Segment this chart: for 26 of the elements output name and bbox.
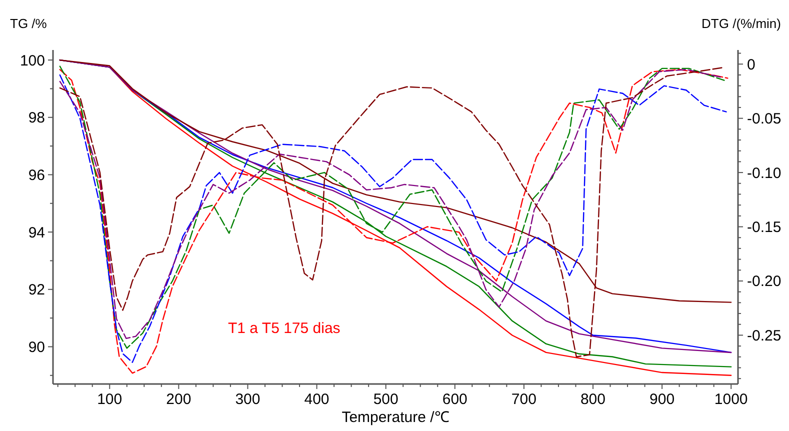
y2-tick-label: -0.05 [747, 110, 782, 128]
annotation: T1 a T5 175 dias [228, 320, 340, 337]
x-tick-label: 200 [166, 391, 192, 408]
y2-tick-label: -0.10 [747, 164, 782, 182]
x-axis-title: Temperature /℃ [342, 409, 450, 426]
y-tick-label: 96 [28, 166, 45, 184]
y2-axis-title: DTG /(%/min) [702, 16, 781, 31]
y-tick-label: 92 [28, 282, 45, 299]
x-tick-label: 500 [373, 391, 398, 408]
y2-tick-label: -0.20 [747, 273, 782, 290]
x-tick-label: 1000 [714, 391, 748, 408]
y-tick-label: 100 [20, 52, 45, 70]
y-axis-title: TG /% [10, 16, 48, 31]
y-tick-label: 90 [28, 338, 45, 356]
x-tick-label: 100 [97, 391, 122, 408]
y2-tick-label: -0.15 [747, 219, 782, 236]
y-tick-label: 94 [28, 224, 45, 242]
y-tick-label: 98 [28, 110, 45, 127]
y2-tick-label: 0 [747, 56, 756, 74]
x-tick-label: 900 [650, 391, 675, 408]
x-tick-label: 300 [235, 391, 260, 408]
x-tick-label: 600 [442, 391, 468, 408]
x-tick-label: 800 [580, 391, 606, 408]
y2-tick-label: -0.25 [747, 327, 782, 344]
x-tick-label: 700 [511, 391, 536, 408]
x-tick-label: 400 [304, 391, 330, 408]
